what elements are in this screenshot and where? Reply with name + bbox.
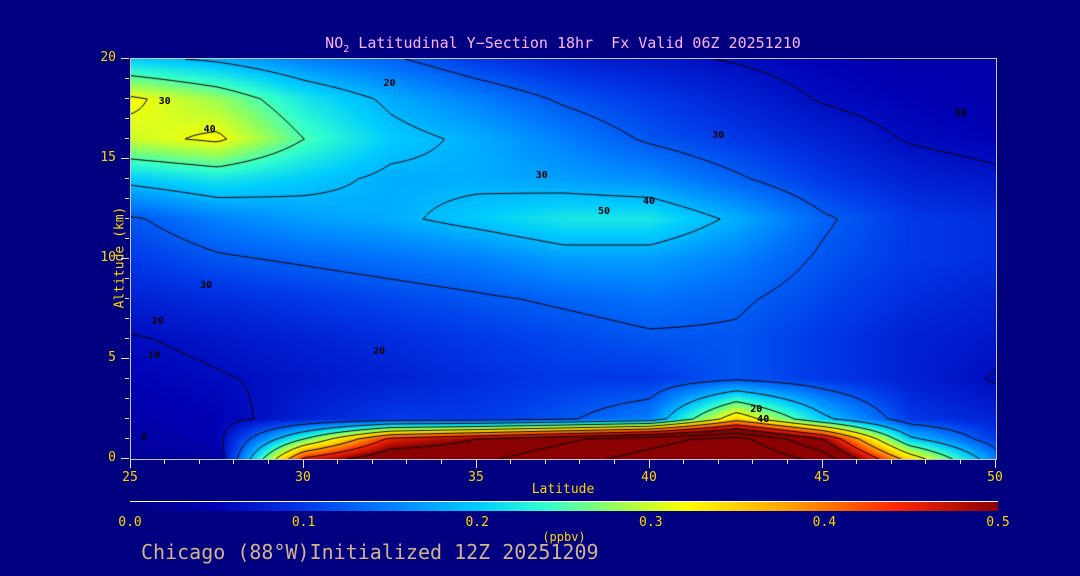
x-tick (752, 460, 754, 464)
y-tick (125, 437, 129, 439)
x-tick (925, 460, 927, 464)
chart-title-rest: Latitudinal Y−Section 18hr Fx Valid 06Z … (349, 34, 801, 52)
y-tick-label: 0 (108, 450, 116, 465)
y-tick (125, 337, 129, 339)
y-tick-label: 20 (100, 50, 116, 65)
x-tick (786, 460, 788, 464)
y-tick (125, 237, 129, 239)
colorbar-tick-label: 0.5 (986, 515, 1010, 530)
y-tick (121, 257, 129, 259)
x-tick (959, 460, 961, 464)
x-axis-label: Latitude (531, 482, 595, 497)
x-tick-label: 45 (814, 470, 830, 485)
colorbar (130, 501, 998, 511)
x-tick-label: 30 (295, 470, 311, 485)
y-tick (121, 157, 129, 159)
x-tick (579, 460, 581, 464)
plot-area: 30 40 20 30 30 40 50 50 30 20 10 20 0 20 40 (130, 58, 997, 460)
x-tick (198, 460, 200, 464)
x-tick (129, 460, 131, 468)
y-tick (125, 417, 129, 419)
y-tick (125, 317, 129, 319)
colorbar-tick-label: 0.2 (465, 515, 489, 530)
x-tick (717, 460, 719, 464)
x-tick (233, 460, 235, 464)
y-tick (125, 377, 129, 379)
y-tick (125, 297, 129, 299)
y-tick (125, 137, 129, 139)
x-tick (821, 460, 823, 468)
x-tick (890, 460, 892, 464)
x-tick (440, 460, 442, 464)
x-tick (856, 460, 858, 464)
x-tick-label: 25 (122, 470, 138, 485)
x-tick-label: 35 (468, 470, 484, 485)
x-tick (648, 460, 650, 468)
x-tick (371, 460, 373, 464)
x-tick (475, 460, 477, 468)
chart-title-subscript: 2 (343, 44, 350, 55)
x-tick (683, 460, 685, 464)
colorbar-tick-label: 0.0 (118, 515, 142, 530)
y-tick (125, 117, 129, 119)
y-tick-label: 5 (108, 350, 116, 365)
y-tick (121, 357, 129, 359)
x-tick (994, 460, 996, 468)
y-tick (125, 217, 129, 219)
x-tick (337, 460, 339, 464)
y-tick (125, 397, 129, 399)
y-tick (121, 57, 129, 59)
y-tick (125, 97, 129, 99)
chart-title-prefix: NO (325, 34, 344, 52)
x-tick (302, 460, 304, 468)
colorbar-tick-label: 0.3 (639, 515, 663, 530)
y-tick (125, 197, 129, 199)
colorbar-tick-label: 0.1 (291, 515, 316, 530)
x-tick (613, 460, 615, 464)
y-tick-label: 10 (100, 250, 116, 265)
x-tick (267, 460, 269, 464)
chart-title: NO2 Latitudinal Y−Section 18hr Fx Valid … (130, 34, 996, 55)
footer-text: Chicago (88°W)Initialized 12Z 20251209 (141, 540, 599, 564)
x-tick-label: 40 (641, 470, 657, 485)
heatmap-contour-canvas (131, 59, 996, 459)
y-tick (125, 277, 129, 279)
x-tick (164, 460, 166, 464)
y-tick-label: 15 (100, 150, 116, 165)
colorbar-tick-label: 0.4 (812, 515, 837, 530)
y-tick (125, 177, 129, 179)
colorbar-units-label: (ppbv) (542, 530, 586, 544)
y-tick (121, 457, 129, 459)
x-tick (406, 460, 408, 464)
x-tick (544, 460, 546, 464)
x-tick (510, 460, 512, 464)
x-tick-label: 50 (987, 470, 1003, 485)
y-tick (125, 77, 129, 79)
